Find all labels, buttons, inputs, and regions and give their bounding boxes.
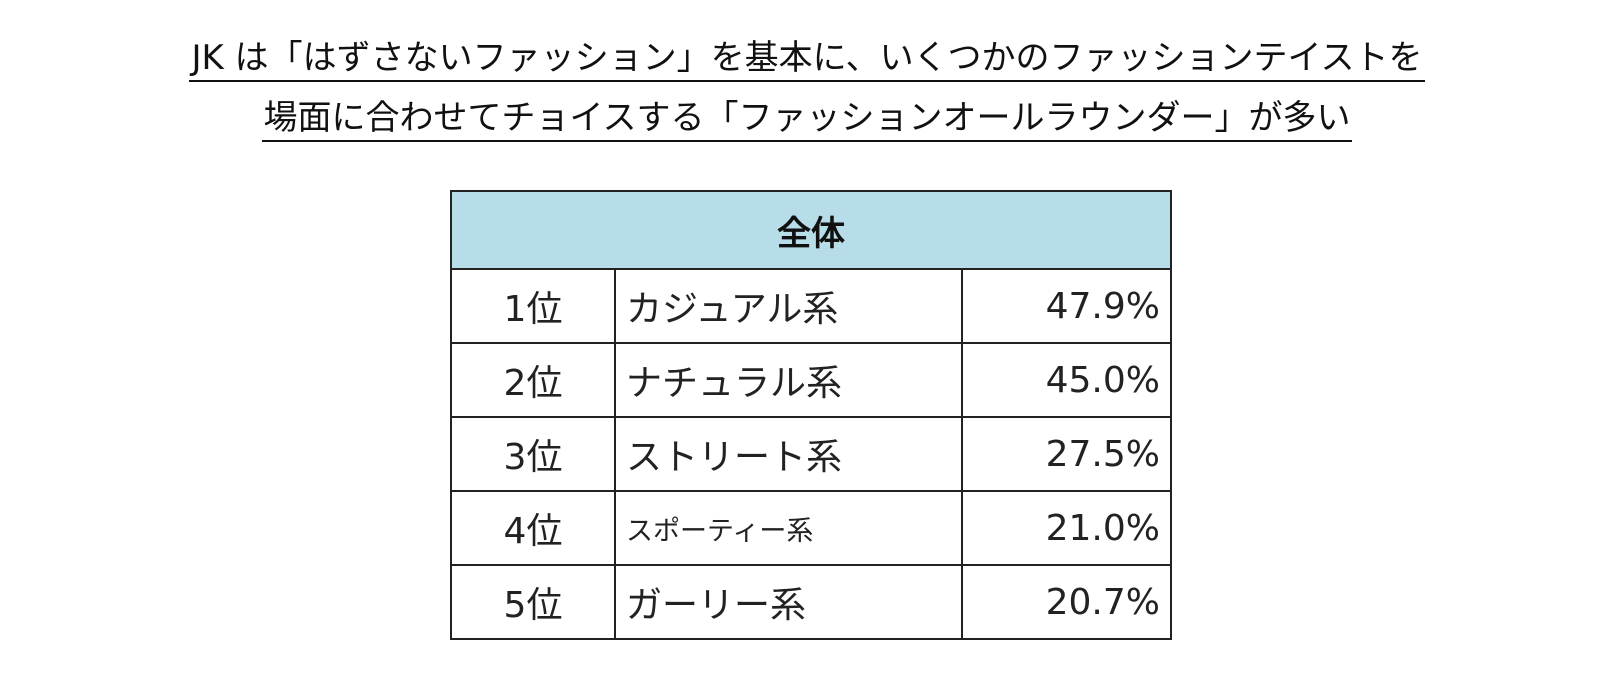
rank-cell: 1位 (450, 268, 616, 344)
percent-cell: 45.0% (961, 342, 1172, 418)
rank-cell: 2位 (450, 342, 616, 418)
header-row: 全体 (450, 190, 1172, 270)
rank-cell: 3位 (450, 416, 616, 492)
table-row: 2位 ナチュラル系 45.0% (450, 342, 1172, 418)
table-row: 1位 カジュアル系 47.9% (450, 268, 1172, 344)
percent-cell: 47.9% (961, 268, 1172, 344)
title-line: JK は「はずさないファッション」を基本に、いくつかのファッションテイストを (0, 36, 1614, 82)
table-row: 4位 スポーティー系 21.0% (450, 490, 1172, 566)
style-cell: ナチュラル系 (614, 342, 963, 418)
table-row: 5位 ガーリー系 20.7% (450, 564, 1172, 640)
title-text: JK は「はずさないファッション」を基本に、いくつかのファッションテイストを (189, 38, 1425, 82)
style-cell: カジュアル系 (614, 268, 963, 344)
table-body: 1位 カジュアル系 47.9% 2位 ナチュラル系 45.0% 3位 ストリート系 27.5% 4… (450, 268, 1172, 640)
rank-cell: 5位 (450, 564, 616, 640)
style-cell: ストリート系 (614, 416, 963, 492)
rank-cell: 4位 (450, 490, 616, 566)
title-line: 場面に合わせてチョイスする「ファッションオールラウンダー」が多い (0, 96, 1614, 142)
table-header: 全体 (450, 190, 1172, 270)
ranking-table: 全体 1位 カジュアル系 47.9% 2位 ナチュラル系 45.0% 3位 ストリート系 27.… (450, 190, 1172, 640)
style-cell: スポーティー系 (614, 490, 963, 566)
percent-cell: 27.5% (961, 416, 1172, 492)
style-cell: ガーリー系 (614, 564, 963, 640)
percent-cell: 20.7% (961, 564, 1172, 640)
percent-cell: 21.0% (961, 490, 1172, 566)
title-text: 場面に合わせてチョイスする「ファッションオールラウンダー」が多い (261, 98, 1353, 142)
table-row: 3位 ストリート系 27.5% (450, 416, 1172, 492)
